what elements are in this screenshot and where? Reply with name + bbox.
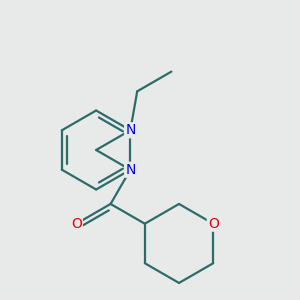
Text: N: N — [125, 163, 136, 177]
Text: N: N — [125, 123, 136, 137]
Text: O: O — [71, 217, 82, 231]
Text: O: O — [208, 217, 219, 231]
